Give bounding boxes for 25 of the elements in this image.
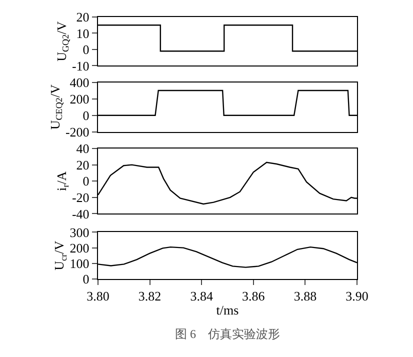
y-tick-label: 40: [76, 141, 90, 156]
x-tick-label: 3.86: [242, 288, 266, 304]
y-tick-label: 0: [82, 108, 90, 123]
y-tick-label: 20: [76, 10, 90, 25]
y-tick-label: 200: [70, 91, 90, 106]
y-tick-label: -40: [72, 206, 90, 222]
y-tick-label: 100: [70, 256, 90, 271]
x-tick-label: 3.80: [86, 288, 110, 304]
y-tick-label: 0: [82, 174, 90, 189]
y-tick-label: -200: [65, 124, 90, 140]
y-tick-label: 200: [70, 240, 90, 256]
y-tick-label: 0: [82, 272, 90, 287]
y-tick-label: 300: [70, 224, 90, 240]
y-tick-label: 20: [76, 157, 90, 172]
x-tick-label: 3.88: [294, 288, 317, 304]
caption: 图 6 仿真实验波形: [175, 327, 280, 341]
x-tick-label: 3.82: [138, 288, 162, 304]
y-tick-label: 0: [82, 42, 90, 58]
x-axis-title: t/ms: [216, 302, 239, 318]
x-tick-label: 3.84: [190, 288, 214, 304]
y-tick-label: -20: [72, 190, 90, 205]
x-tick-label: 3.90: [346, 288, 368, 304]
y-tick-label: 400: [70, 74, 90, 90]
y-tick-label: 10: [76, 26, 90, 41]
y-tick-label: -10: [72, 58, 90, 74]
